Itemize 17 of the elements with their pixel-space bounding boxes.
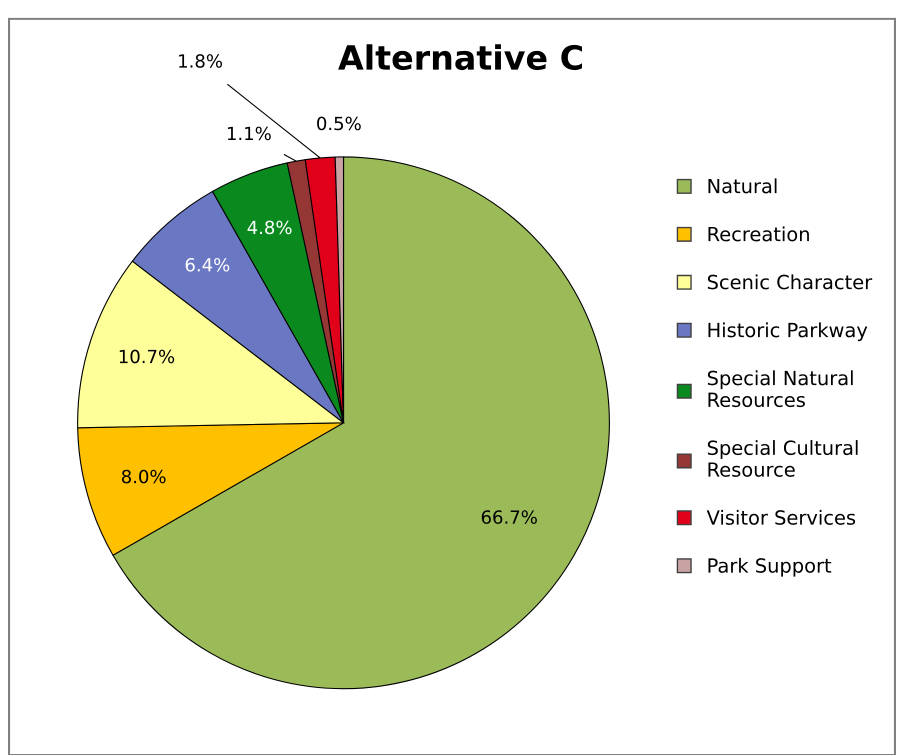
data-label: 66.7% (482, 510, 537, 524)
legend-label: Recreation (708, 226, 809, 242)
data-label: 1.1% (228, 126, 271, 140)
legend-label: Natural (708, 178, 776, 194)
data-label: 8.0% (122, 470, 166, 484)
data-label: 4.8% (248, 220, 292, 234)
legend-label: Historic Parkway (708, 322, 868, 342)
legend-label: Visitor Services (706, 510, 856, 525)
legend-label: Special Natural Resources (708, 370, 853, 408)
legend-label: Scenic Character (708, 274, 872, 290)
legend-label: Special Cultural Resource (708, 440, 858, 477)
data-label: 0.5% (317, 116, 361, 130)
legend-label: Park Support (708, 558, 832, 577)
data-label: 10.7% (120, 350, 174, 364)
chart-title: Alternative C (338, 44, 582, 70)
data-label: 1.8% (179, 54, 222, 68)
data-label: 6.4% (186, 258, 230, 272)
